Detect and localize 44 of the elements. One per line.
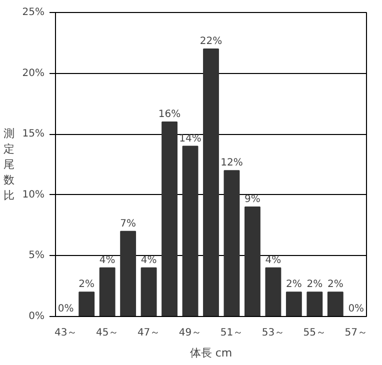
data-label: 16% [158,108,181,120]
data-label: 22% [200,36,222,47]
bar [306,292,323,316]
bar [327,292,344,316]
bar [120,230,136,316]
bar [140,267,157,316]
y-tick-label: 25% [22,7,45,18]
bar [162,121,178,316]
y-tick-label: 0% [28,311,45,322]
x-tick-label: 45～ [96,328,119,338]
y-tick-label: 15% [22,128,45,140]
data-label: 4% [140,254,157,266]
data-label: 0% [58,304,74,314]
bar [78,292,95,316]
data-label: 14% [179,133,202,144]
y-tick-label: 20% [22,68,45,79]
x-tick-label: 47～ [137,328,160,338]
data-label: 2% [306,279,323,290]
bar [244,206,260,316]
y-axis-title: 測定尾数比 [3,126,14,202]
data-label: 7% [120,218,136,230]
x-axis-title: 体長 cm [190,346,232,360]
bar [224,170,240,316]
x-tick-label: 43～ [54,328,78,338]
bar [99,267,116,316]
bar [182,146,198,316]
x-tick-label: 49～ [178,328,202,338]
data-label: 4% [99,254,116,266]
x-tick-label: 53～ [262,328,285,338]
bar [203,48,219,316]
data-label: 2% [78,279,95,290]
data-label: 0% [348,304,364,314]
x-tick-label: 51～ [220,328,244,338]
bar [265,267,282,316]
data-label: 4% [265,254,282,266]
y-tick-label: 10% [22,189,45,200]
x-tick-label: 57～ [344,328,368,338]
bar [286,292,302,316]
y-tick-label: 5% [28,250,45,262]
data-label: 2% [286,279,302,290]
data-label: 9% [244,194,260,206]
data-label: 12% [220,158,243,169]
x-tick-label: 55～ [303,328,326,338]
data-label: 2% [327,279,344,290]
